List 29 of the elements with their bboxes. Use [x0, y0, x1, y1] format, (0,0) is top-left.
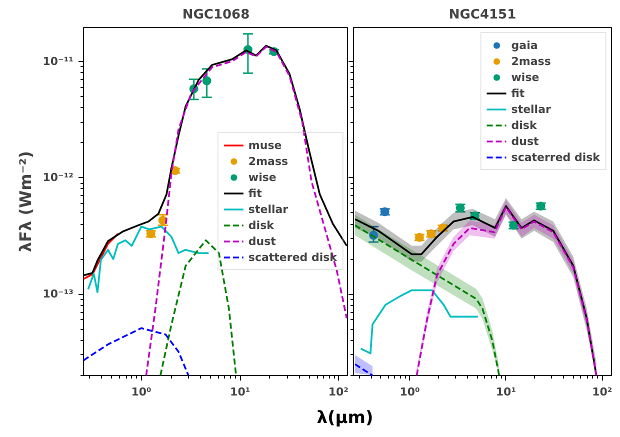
x-tick-label: 10² [592, 386, 612, 398]
chart-title: NGC1068 [182, 8, 250, 22]
legend-label: wise [248, 170, 276, 184]
legend-label: dust [511, 134, 539, 148]
x-tick-label: 10² [328, 386, 349, 398]
legend-label: scattered disk [248, 250, 337, 264]
x-axis-title: λ(μm) [316, 407, 374, 430]
legend-label: stellar [511, 102, 551, 116]
legend-label: scaterred disk [511, 150, 600, 164]
x-tick-label: 10¹ [496, 386, 516, 398]
legend-label: fit [511, 86, 526, 100]
legend-label: 2mass [511, 54, 551, 68]
legend-label: fit [248, 186, 263, 200]
y-tick-label: 10⁻¹² [42, 171, 74, 184]
y-tick-label: 10⁻¹¹ [42, 54, 74, 68]
legend-label: muse [248, 138, 282, 152]
legend-label: gaia [511, 38, 538, 52]
legend-label: disk [511, 118, 537, 132]
y-tick-label: 10⁻¹³ [42, 288, 74, 301]
legend-label: stellar [248, 202, 288, 216]
legend-label: 2mass [248, 154, 288, 168]
legend-label: wise [511, 70, 540, 84]
legend-label: disk [248, 218, 274, 232]
y-axis-title: λFλ (Wm⁻²) [16, 150, 35, 252]
x-tick-label: 10⁰ [400, 386, 420, 398]
x-tick-label: 10⁰ [131, 386, 152, 398]
legend-label: dust [248, 234, 276, 248]
x-tick-label: 10¹ [230, 386, 250, 398]
chart-title: NGC4151 [448, 8, 516, 22]
